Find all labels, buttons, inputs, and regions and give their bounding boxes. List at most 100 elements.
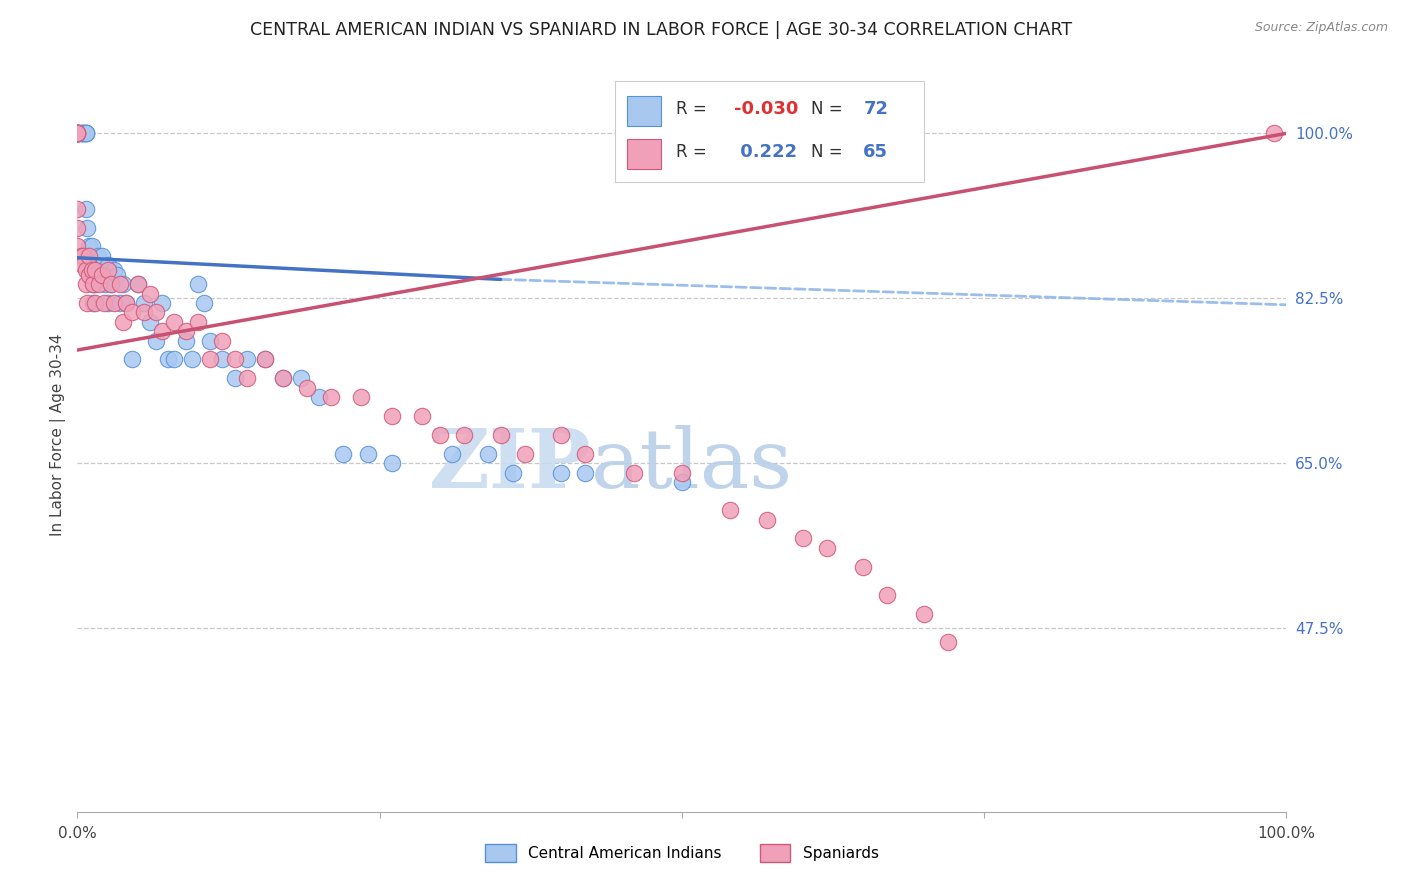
Point: [127, 277, 149, 291]
Point: [271, 371, 294, 385]
Point: [489, 427, 512, 442]
Point: [100, 277, 122, 291]
Text: Source: ZipAtlas.com: Source: ZipAtlas.com: [1254, 21, 1388, 35]
Point: [72, 126, 94, 140]
Point: [66, 126, 89, 140]
Point: [66, 126, 89, 140]
Point: [253, 352, 276, 367]
Point: [150, 296, 173, 310]
Text: R =: R =: [676, 144, 711, 161]
Point: [96, 263, 118, 277]
Point: [112, 277, 135, 291]
Text: ZIP: ZIP: [429, 425, 592, 505]
Point: [477, 447, 499, 461]
Point: [852, 559, 875, 574]
Point: [70, 126, 93, 140]
Point: [671, 475, 693, 489]
Point: [200, 352, 222, 367]
Point: [381, 456, 404, 470]
Text: atlas: atlas: [592, 425, 793, 505]
Point: [90, 272, 112, 286]
Point: [70, 126, 93, 140]
Point: [181, 352, 204, 367]
Point: [84, 263, 107, 277]
Point: [82, 296, 104, 310]
Point: [72, 126, 94, 140]
Point: [792, 532, 814, 546]
Point: [66, 126, 89, 140]
Point: [66, 126, 89, 140]
Point: [163, 315, 186, 329]
Point: [411, 409, 433, 423]
Point: [308, 390, 330, 404]
Point: [75, 202, 97, 216]
Point: [75, 263, 97, 277]
Point: [145, 305, 167, 319]
Point: [66, 126, 89, 140]
Point: [94, 277, 117, 291]
Point: [253, 352, 276, 367]
Point: [114, 296, 136, 310]
Point: [332, 447, 354, 461]
Point: [112, 315, 135, 329]
Point: [174, 334, 197, 348]
Point: [574, 447, 596, 461]
Point: [66, 126, 89, 140]
Point: [72, 249, 94, 263]
Point: [121, 352, 143, 367]
Point: [295, 381, 318, 395]
Point: [145, 334, 167, 348]
Point: [66, 126, 89, 140]
Point: [356, 447, 378, 461]
Point: [163, 352, 186, 367]
Point: [66, 126, 89, 140]
Point: [75, 277, 97, 291]
FancyBboxPatch shape: [627, 138, 661, 169]
Point: [550, 427, 572, 442]
Point: [718, 503, 741, 517]
Point: [224, 371, 246, 385]
Point: [235, 352, 257, 367]
Text: N =: N =: [811, 144, 848, 161]
Text: 0.222: 0.222: [734, 144, 797, 161]
Point: [936, 635, 959, 649]
Point: [350, 390, 373, 404]
Point: [76, 220, 98, 235]
Text: 65: 65: [863, 144, 889, 161]
Point: [453, 427, 475, 442]
Point: [75, 126, 97, 140]
Point: [513, 447, 536, 461]
Text: CENTRAL AMERICAN INDIAN VS SPANIARD IN LABOR FORCE | AGE 30-34 CORRELATION CHART: CENTRAL AMERICAN INDIAN VS SPANIARD IN L…: [250, 21, 1071, 39]
Point: [1263, 126, 1285, 140]
Point: [157, 352, 180, 367]
Point: [150, 324, 173, 338]
Text: -0.030: -0.030: [734, 100, 799, 119]
Point: [75, 126, 97, 140]
Point: [79, 249, 101, 263]
Point: [84, 296, 107, 310]
Point: [174, 324, 197, 338]
Point: [187, 315, 209, 329]
Point: [671, 466, 693, 480]
Point: [70, 249, 93, 263]
Y-axis label: In Labor Force | Age 30-34: In Labor Force | Age 30-34: [51, 334, 66, 536]
Point: [290, 371, 312, 385]
Point: [79, 268, 101, 282]
Legend: Central American Indians, Spaniards: Central American Indians, Spaniards: [479, 838, 884, 868]
Point: [187, 277, 209, 291]
Point: [235, 371, 257, 385]
Point: [87, 277, 110, 291]
Point: [96, 296, 118, 310]
Point: [96, 258, 118, 272]
Point: [66, 126, 89, 140]
Point: [574, 466, 596, 480]
Point: [200, 334, 222, 348]
Point: [82, 277, 104, 291]
Point: [211, 334, 233, 348]
Point: [912, 607, 935, 621]
Point: [79, 263, 101, 277]
Point: [80, 239, 103, 253]
Point: [127, 277, 149, 291]
Point: [381, 409, 404, 423]
Point: [76, 296, 98, 310]
